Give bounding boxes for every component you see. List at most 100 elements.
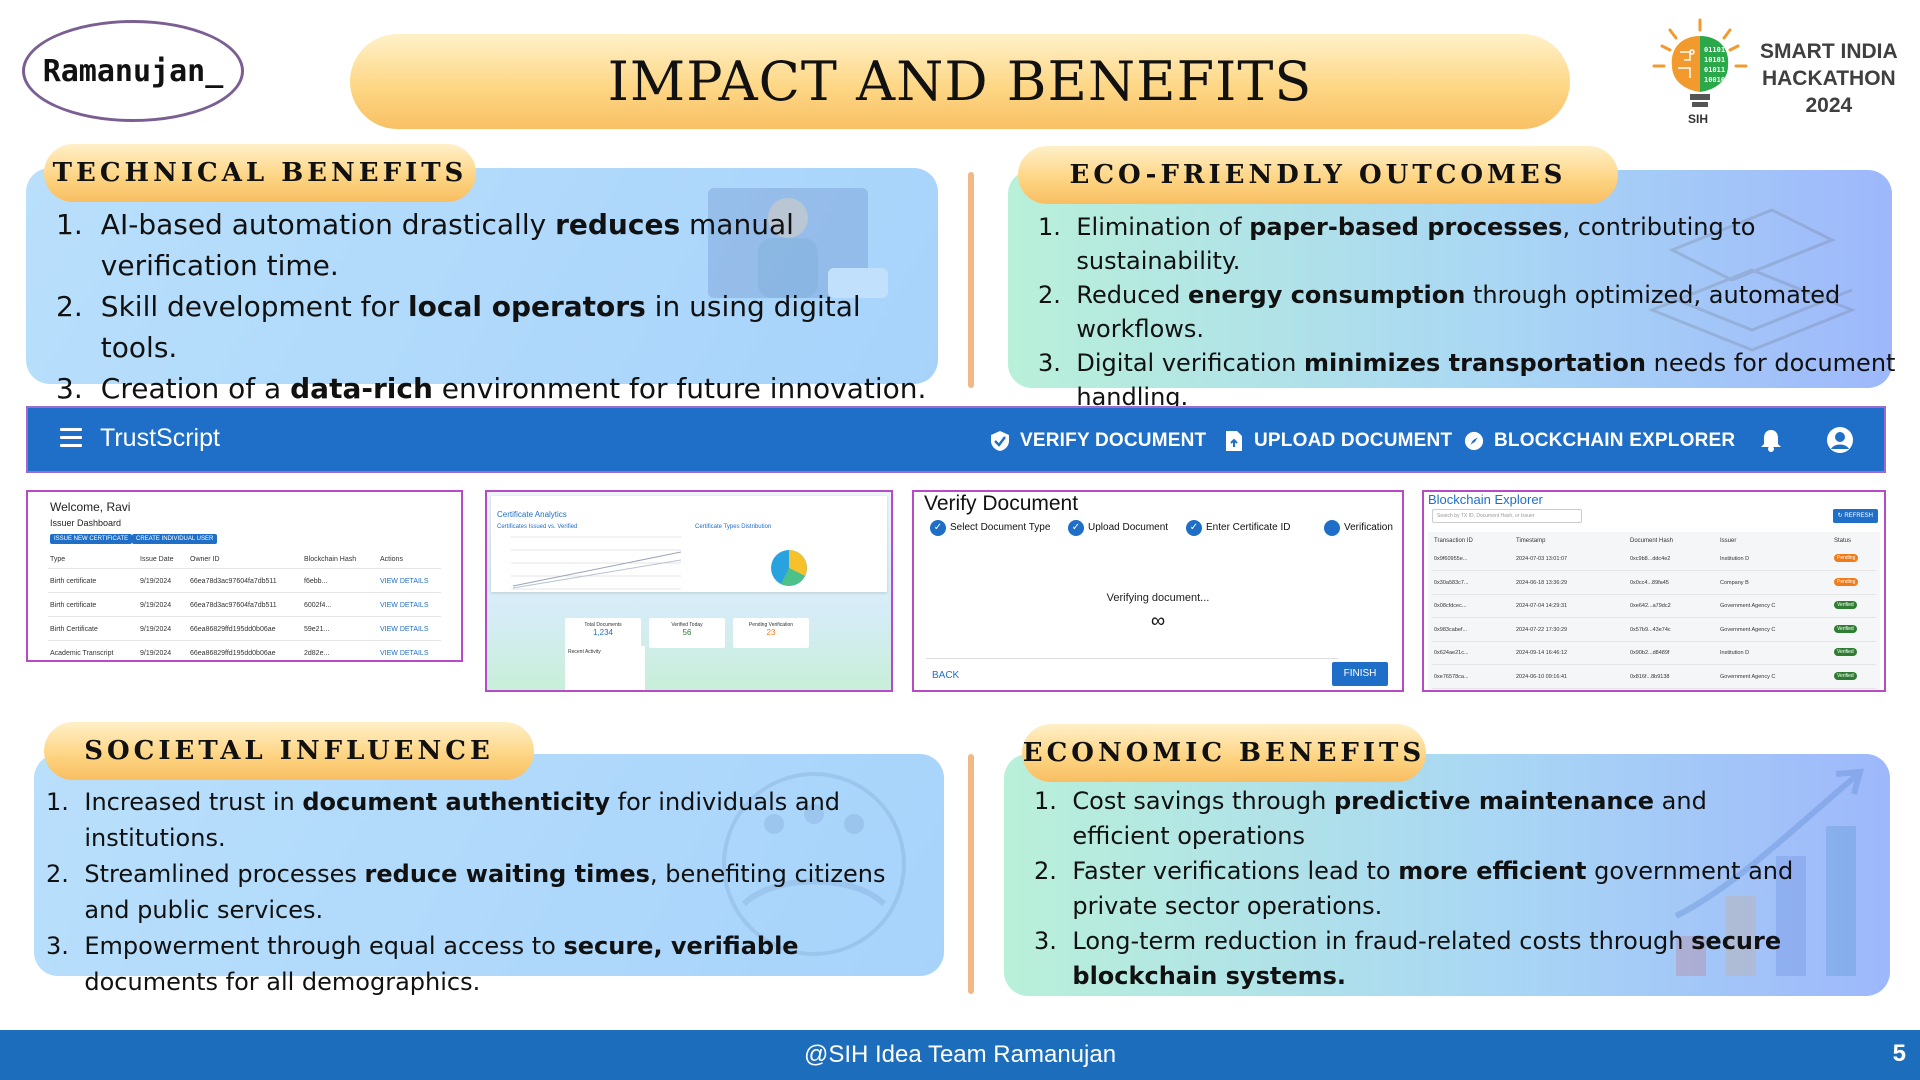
- societal-influence-panel: Increased trust in document authenticity…: [34, 754, 944, 996]
- compass-icon: [1464, 430, 1484, 452]
- table-row: 0x30a583c7... 2024-06-18 13:36:29 0x0cc4..…: [1434, 577, 1874, 590]
- menu-icon[interactable]: [60, 428, 82, 447]
- issue-certificate-button[interactable]: ISSUE NEW CERTIFICATE: [50, 534, 133, 544]
- table-row: Birth Certificate 9/19/2024 66ea86829ffd19…: [50, 626, 429, 633]
- list-item: Digital verification minimizes transport…: [1038, 346, 1896, 411]
- loading-infinity-icon: ∞: [1150, 610, 1166, 632]
- nav-verify-document[interactable]: VERIFY DOCUMENT: [990, 428, 1206, 454]
- stat-card: Verified Today 56: [649, 618, 725, 648]
- svg-text:01101: 01101: [1704, 46, 1725, 54]
- trustscript-app-bar: TrustScript VERIFY DOCUMENT UPLOAD DOCUM…: [26, 406, 1886, 473]
- sih-line1: SMART INDIA: [1760, 40, 1898, 63]
- table-header: Type Issue Date Owner ID Blockchain Hash…: [50, 556, 403, 563]
- status-badge: Verified: [1834, 624, 1857, 633]
- step-check-icon: ✓: [930, 520, 946, 536]
- table-row: Academic Transcript 9/19/2024 66ea86829ffd…: [50, 650, 429, 657]
- sih-logo: 01101 10101 01011 10010 SIH SMART INDIA HAC…: [1650, 16, 1900, 134]
- status-badge: Pending: [1834, 554, 1859, 562]
- list-item: Creation of a data-rich environment for …: [56, 368, 927, 409]
- footer-text: @SIH Idea Team Ramanujan: [803, 1041, 1117, 1068]
- verify-title: Verify Document: [924, 492, 1079, 515]
- vertical-divider: [968, 172, 974, 388]
- team-name-oval: Ramanujan_: [22, 20, 244, 122]
- list-item: Increased trust in document authenticity…: [46, 784, 841, 852]
- bell-icon[interactable]: [1760, 428, 1782, 456]
- chart2-title: Certificate Types Distribution: [695, 524, 772, 530]
- nav-explorer-label: BLOCKCHAIN EXPLORER: [1494, 430, 1736, 451]
- finish-button[interactable]: FINISH: [1332, 662, 1388, 686]
- welcome-text: Welcome, Ravi: [50, 500, 131, 514]
- economic-benefits-panel: Cost savings through predictive maintena…: [1004, 754, 1890, 996]
- nav-blockchain-explorer[interactable]: BLOCKCHAIN EXPLORER: [1464, 428, 1735, 454]
- analytics-title: Certificate Analytics: [497, 510, 567, 519]
- slide-title-banner: IMPACT AND BENEFITS: [350, 34, 1570, 129]
- list-item: Cost savings through predictive maintena…: [1034, 784, 1707, 850]
- nav-upload-label: UPLOAD DOCUMENT: [1254, 430, 1453, 451]
- issued-vs-verified-line-chart: [511, 536, 681, 590]
- eco-outcomes-list: Elimination of paper-based processes, co…: [1038, 210, 1898, 414]
- technical-benefits-panel: AI-based automation drastically reduces …: [26, 168, 938, 409]
- list-item: AI-based automation drastically reduces …: [56, 204, 794, 282]
- svg-text:10101: 10101: [1704, 56, 1725, 64]
- step-active-icon: [1324, 520, 1340, 536]
- sih-line3: 2024: [1805, 94, 1853, 117]
- sih-wordmark: SMART INDIA HACKATHON 2024: [1760, 38, 1898, 119]
- list-item: Empowerment through equal access to secu…: [46, 928, 799, 996]
- sih-line2: HACKATHON: [1761, 67, 1896, 90]
- table-row: 0xe76578ca... 2024-06-10 09:16:41 0x816f..…: [1434, 671, 1874, 684]
- stat-card: Pending Verification 23: [733, 618, 809, 648]
- issuer-dashboard-screenshot: Welcome, Ravi Issuer Dashboard ISSUE NEW…: [26, 490, 463, 662]
- list-item: Streamlined processes reduce waiting tim…: [46, 856, 886, 924]
- trustscript-brand[interactable]: TrustScript: [100, 424, 220, 452]
- table-row: Birth certificate 9/19/2024 66ea78d3ac9760…: [50, 578, 429, 585]
- slide-title: IMPACT AND BENEFITS: [607, 50, 1313, 113]
- list-item: Elimination of paper-based processes, co…: [1038, 210, 1756, 275]
- status-badge: Verified: [1834, 671, 1857, 680]
- recent-activity-card: Recent Activity: [565, 646, 645, 690]
- verify-stepper: ✓ Select Document Type ✓ Upload Document…: [930, 520, 1400, 538]
- team-name: Ramanujan_: [42, 53, 224, 89]
- certificate-types-pie-chart: [771, 550, 807, 586]
- step-check-icon: ✓: [1068, 520, 1084, 536]
- explorer-table-header: Transaction ID Timestamp Document Hash Issu…: [1434, 538, 1852, 544]
- table-row: Birth certificate 9/19/2024 66ea78d3ac9760…: [50, 602, 429, 609]
- vertical-divider: [968, 754, 974, 994]
- eco-outcomes-panel: Elimination of paper-based processes, co…: [1008, 170, 1895, 411]
- file-upload-icon: [1224, 430, 1244, 452]
- stat-card: Total Documents 1,234: [565, 618, 641, 648]
- blockchain-explorer-screenshot: Blockchain Explorer Search by TX ID, Doc…: [1422, 490, 1886, 692]
- explorer-search-input[interactable]: Search by TX ID, Document Hash, or Issue…: [1432, 509, 1582, 523]
- refresh-icon: ↻: [1837, 513, 1845, 519]
- issuer-dashboard-title: Issuer Dashboard: [50, 518, 122, 528]
- technical-benefits-heading: TECHNICAL BENEFITS: [44, 144, 476, 202]
- economic-benefits-list: Cost savings through predictive maintena…: [1034, 784, 1874, 994]
- nav-verify-label: VERIFY DOCUMENT: [1020, 430, 1207, 451]
- page-number: 5: [1892, 1040, 1906, 1067]
- shield-check-icon: [990, 430, 1010, 452]
- create-user-button[interactable]: CREATE INDIVIDUAL USER: [132, 534, 218, 544]
- footer-bar: @SIH Idea Team Ramanujan 5: [0, 1030, 1920, 1080]
- list-item: Reduced energy consumption through optim…: [1038, 278, 1841, 343]
- account-icon[interactable]: [1826, 426, 1854, 458]
- back-button[interactable]: BACK: [932, 670, 960, 681]
- list-item: Skill development for local operators in…: [56, 286, 861, 364]
- svg-text:10010: 10010: [1704, 76, 1725, 84]
- status-badge: Verified: [1834, 601, 1857, 609]
- svg-text:01011: 01011: [1704, 66, 1725, 74]
- table-row: 0x08cfdcec... 2024-07-04 14:29:31 0xe642..…: [1434, 601, 1874, 613]
- refresh-button[interactable]: ↻ REFRESH: [1832, 509, 1878, 523]
- table-row: 0x983cabef... 2024-07-22 17:30:29 0x57b9..…: [1434, 624, 1874, 637]
- chart1-title: Certificates Issued vs. Verified: [497, 524, 578, 530]
- verify-document-screenshot: Verify Document ✓ Select Document Type ✓…: [912, 490, 1404, 692]
- societal-influence-list: Increased trust in document authenticity…: [46, 784, 946, 1000]
- status-badge: Verified: [1834, 648, 1857, 656]
- list-item: Long-term reduction in fraud-related cos…: [1034, 924, 1782, 990]
- economic-benefits-heading: ECONOMIC BENEFITS: [1022, 724, 1426, 782]
- technical-benefits-list: AI-based automation drastically reduces …: [56, 204, 936, 409]
- table-row: 0x624ae21c... 2024-09-14 16:46:12 0x90b2..…: [1434, 648, 1874, 660]
- sih-badge: SIH: [1688, 112, 1709, 126]
- table-row: 0x9f60955e... 2024-07-03 13:01:07 0xc9b8..…: [1434, 554, 1874, 566]
- list-item: Faster verifications lead to more effici…: [1034, 854, 1794, 920]
- nav-upload-document[interactable]: UPLOAD DOCUMENT: [1224, 428, 1452, 454]
- analytics-screenshot: Certificate Analytics Certificates Issue…: [485, 490, 893, 692]
